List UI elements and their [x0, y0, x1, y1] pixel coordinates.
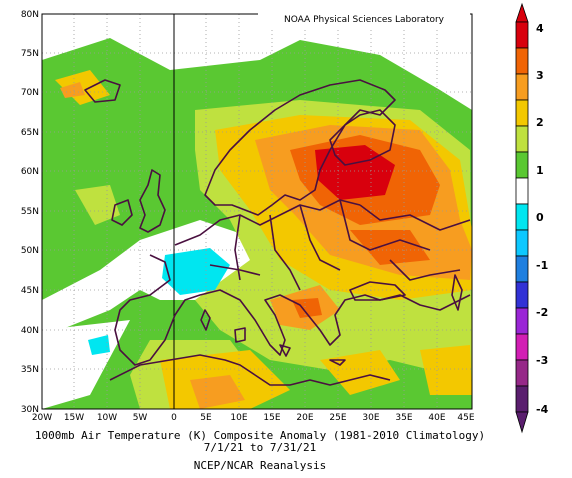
lat-label: 75N [21, 49, 39, 59]
colorbar-segment [515, 21, 529, 49]
lat-label: 70N [21, 88, 39, 98]
colorbar-segment [515, 229, 529, 257]
lon-label: 45E [457, 413, 474, 423]
lat-label: 45N [21, 286, 39, 296]
lon-label: 15E [263, 413, 280, 423]
colorbar-arrow-bottom [515, 411, 529, 434]
colorbar-segment [515, 177, 529, 205]
colorbar-arrow-top [515, 2, 529, 23]
colorbar: 4 3 2 1 0 -1 -2 -3 -4 [515, 2, 549, 434]
colorbar-label: -2 [536, 306, 548, 319]
lat-label: 30N [21, 405, 39, 415]
lat-label: 35N [21, 365, 39, 375]
lon-label: 25E [329, 413, 346, 423]
lat-label: 50N [21, 246, 39, 256]
colorbar-segment [515, 307, 529, 335]
lat-label: 65N [21, 128, 39, 138]
lon-label: 5E [200, 413, 212, 423]
plot-frame [41, 13, 473, 410]
lon-label: 35E [395, 413, 412, 423]
colorbar-segment [515, 385, 529, 413]
colorbar-label: 4 [536, 22, 544, 35]
colorbar-segment [515, 255, 529, 283]
colorbar-label: 3 [536, 69, 544, 82]
colorbar-segment [515, 281, 529, 309]
lon-label: 20E [296, 413, 313, 423]
lon-label: 10W [97, 413, 117, 423]
colorbar-labels: 4 3 2 1 0 -1 -2 -3 -4 [536, 22, 549, 416]
lon-tick-labels: 20W 15W 10W 5W 0 5E 10E 15E 20E 25E 30E … [32, 413, 475, 423]
lon-label: 20W [32, 413, 52, 423]
colorbar-label: 0 [536, 211, 544, 224]
lon-label: 0 [171, 413, 177, 423]
caption-title: 1000mb Air Temperature (K) Composite Ano… [34, 429, 486, 442]
colorbar-label: -4 [536, 403, 549, 416]
coastlines [84, 79, 471, 386]
lat-label: 55N [21, 207, 39, 217]
lat-tick-labels: 80N 75N 70N 65N 60N 55N 50N 45N 40N 35N … [21, 10, 39, 415]
caption-dates: 7/1/21 to 7/31/21 [203, 441, 317, 454]
lon-label: 10E [230, 413, 247, 423]
colorbar-segment [515, 203, 529, 231]
lat-label: 60N [21, 167, 39, 177]
colorbar-label: 2 [536, 116, 544, 129]
colorbar-segment [515, 359, 529, 387]
colorbar-label: -3 [536, 354, 548, 367]
colorbar-label: 1 [536, 164, 544, 177]
lon-label: 15W [64, 413, 84, 423]
colorbar-label: -1 [536, 259, 548, 272]
lon-label: 30E [362, 413, 379, 423]
colorbar-segment [515, 99, 529, 127]
lon-label: 5W [133, 413, 148, 423]
colorbar-segment [515, 125, 529, 153]
colorbar-segment [515, 73, 529, 101]
lat-label: 80N [21, 10, 39, 20]
lon-label: 40E [428, 413, 445, 423]
anomaly-field [42, 14, 472, 409]
colorbar-segment [515, 333, 529, 361]
credit-label: NOAA Physical Sciences Laboratory [258, 13, 470, 27]
colorbar-segment [515, 47, 529, 75]
caption-source: NCEP/NCAR Reanalysis [193, 459, 327, 472]
lat-label: 40N [21, 326, 39, 336]
colorbar-segment [515, 151, 529, 179]
